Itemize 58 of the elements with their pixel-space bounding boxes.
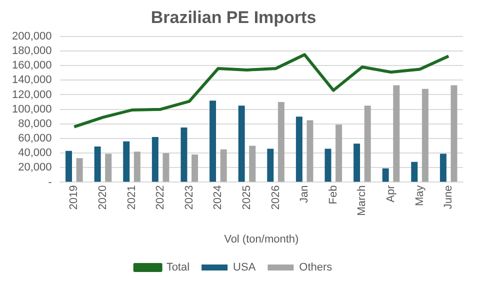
bar bbox=[105, 154, 112, 182]
x-tick-label: Feb bbox=[327, 185, 340, 204]
bar bbox=[296, 116, 302, 182]
bar bbox=[324, 148, 332, 182]
y-tick-label: 80,000 bbox=[18, 118, 52, 130]
bar bbox=[411, 162, 418, 182]
bar bbox=[220, 149, 227, 182]
bar bbox=[336, 124, 342, 182]
x-tick-label: Apr bbox=[385, 184, 398, 202]
bar bbox=[192, 154, 198, 182]
bar bbox=[152, 137, 158, 182]
x-tick-label: 2020 bbox=[97, 185, 109, 210]
x-tick-label: 2024 bbox=[212, 185, 224, 210]
y-tick-label: 120,000 bbox=[12, 88, 52, 101]
x-tick-label: 2023 bbox=[183, 185, 196, 210]
y-tick-label: 20,000 bbox=[18, 162, 52, 174]
y-tick-label: 200,000 bbox=[12, 30, 52, 42]
bar bbox=[354, 144, 360, 182]
bar bbox=[162, 153, 170, 182]
x-tick-label: May bbox=[414, 184, 426, 206]
bar bbox=[364, 106, 371, 182]
x-tick-label: 2019 bbox=[68, 185, 80, 210]
x-tick-label: March bbox=[356, 185, 368, 216]
y-tick-label: 180,000 bbox=[12, 45, 52, 58]
y-tick-label: 160,000 bbox=[12, 60, 52, 72]
bar bbox=[76, 158, 83, 182]
bar bbox=[440, 154, 446, 182]
bar bbox=[123, 141, 130, 182]
legend-label: USA bbox=[233, 262, 256, 274]
y-tick-label: 60,000 bbox=[18, 132, 52, 145]
x-tick-label: Jan bbox=[298, 185, 311, 203]
bar bbox=[249, 146, 256, 182]
chart-title: Brazilian PE Imports bbox=[150, 8, 316, 27]
bar bbox=[306, 120, 314, 182]
bar bbox=[267, 148, 274, 182]
bar bbox=[450, 85, 458, 182]
x-tick-label: June bbox=[442, 185, 455, 210]
x-tick-label: 2026 bbox=[270, 185, 282, 210]
bar bbox=[278, 102, 284, 182]
bar bbox=[66, 150, 72, 182]
bar bbox=[180, 128, 188, 182]
y-tick-label: 140,000 bbox=[12, 74, 52, 86]
x-tick-label: 2021 bbox=[126, 185, 138, 210]
y-tick-label: 40,000 bbox=[18, 147, 52, 160]
legend-label: Total bbox=[166, 262, 190, 274]
x-tick-label: 2025 bbox=[241, 185, 254, 210]
x-axis-title: Vol (ton/month) bbox=[224, 233, 299, 246]
bar bbox=[238, 106, 245, 182]
y-tick-label: 100,000 bbox=[12, 103, 52, 116]
bar bbox=[393, 85, 400, 182]
x-tick-label: 2022 bbox=[154, 185, 167, 210]
bar bbox=[422, 88, 428, 182]
bar bbox=[382, 168, 389, 182]
y-tick-label: - bbox=[48, 176, 52, 188]
bar bbox=[134, 152, 140, 182]
legend-label: Others bbox=[299, 262, 333, 274]
bar bbox=[210, 100, 216, 182]
bar bbox=[94, 146, 101, 182]
